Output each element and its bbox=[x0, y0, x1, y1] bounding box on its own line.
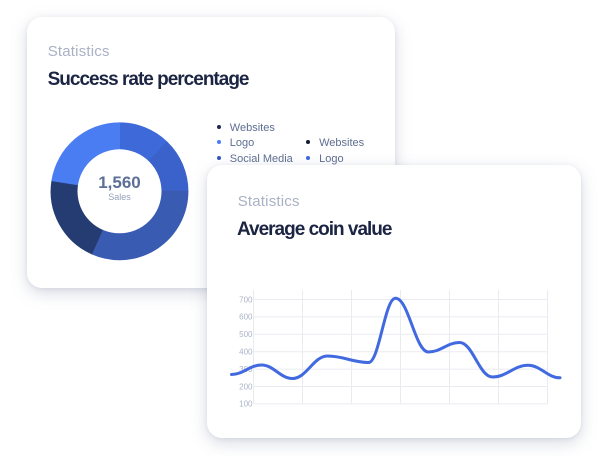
svg-text:100: 100 bbox=[239, 400, 253, 409]
svg-text:700: 700 bbox=[239, 295, 253, 304]
svg-text:200: 200 bbox=[239, 382, 253, 391]
svg-text:400: 400 bbox=[239, 348, 253, 357]
svg-text:600: 600 bbox=[239, 313, 253, 322]
svg-text:500: 500 bbox=[239, 330, 253, 339]
